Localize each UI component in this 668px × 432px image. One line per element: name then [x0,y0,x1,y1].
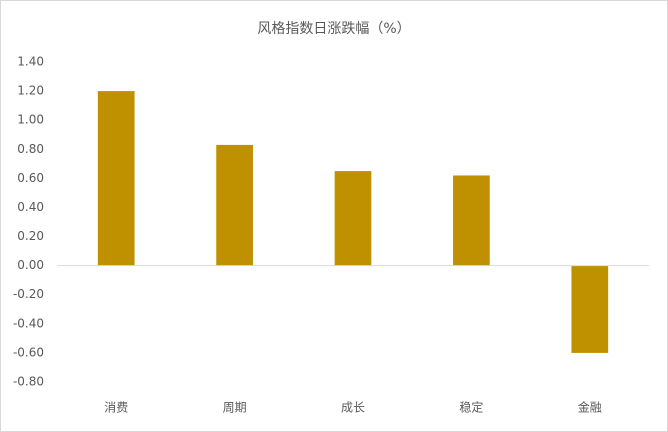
bar [97,91,135,266]
y-tick-label: 1.00 [17,113,44,127]
chart-title: 风格指数日涨跌幅（%） [257,21,410,37]
y-tick-label: 0.60 [17,171,44,185]
x-tick-label: 周期 [223,401,247,415]
y-tick-label: 0.20 [17,229,44,243]
y-tick-label: -0.40 [13,316,44,330]
x-tick-label: 稳定 [459,400,483,415]
bar [453,175,490,266]
y-tick-label: 0.00 [17,258,44,272]
y-tick-label: 0.80 [17,142,44,156]
y-tick-label: -0.80 [13,375,44,389]
y-tick-label: 1.20 [17,84,44,98]
bar [334,171,372,266]
x-tick-label: 成长 [341,401,365,415]
bar [571,265,609,353]
x-tick-label: 消费 [104,401,128,415]
y-tick-label: 1.40 [17,55,44,69]
bar [216,144,253,266]
x-tick-label: 金融 [578,400,602,415]
y-tick-label: 0.40 [17,200,44,214]
y-tick-label: -0.20 [13,287,44,301]
y-tick-label: -0.60 [13,345,44,359]
